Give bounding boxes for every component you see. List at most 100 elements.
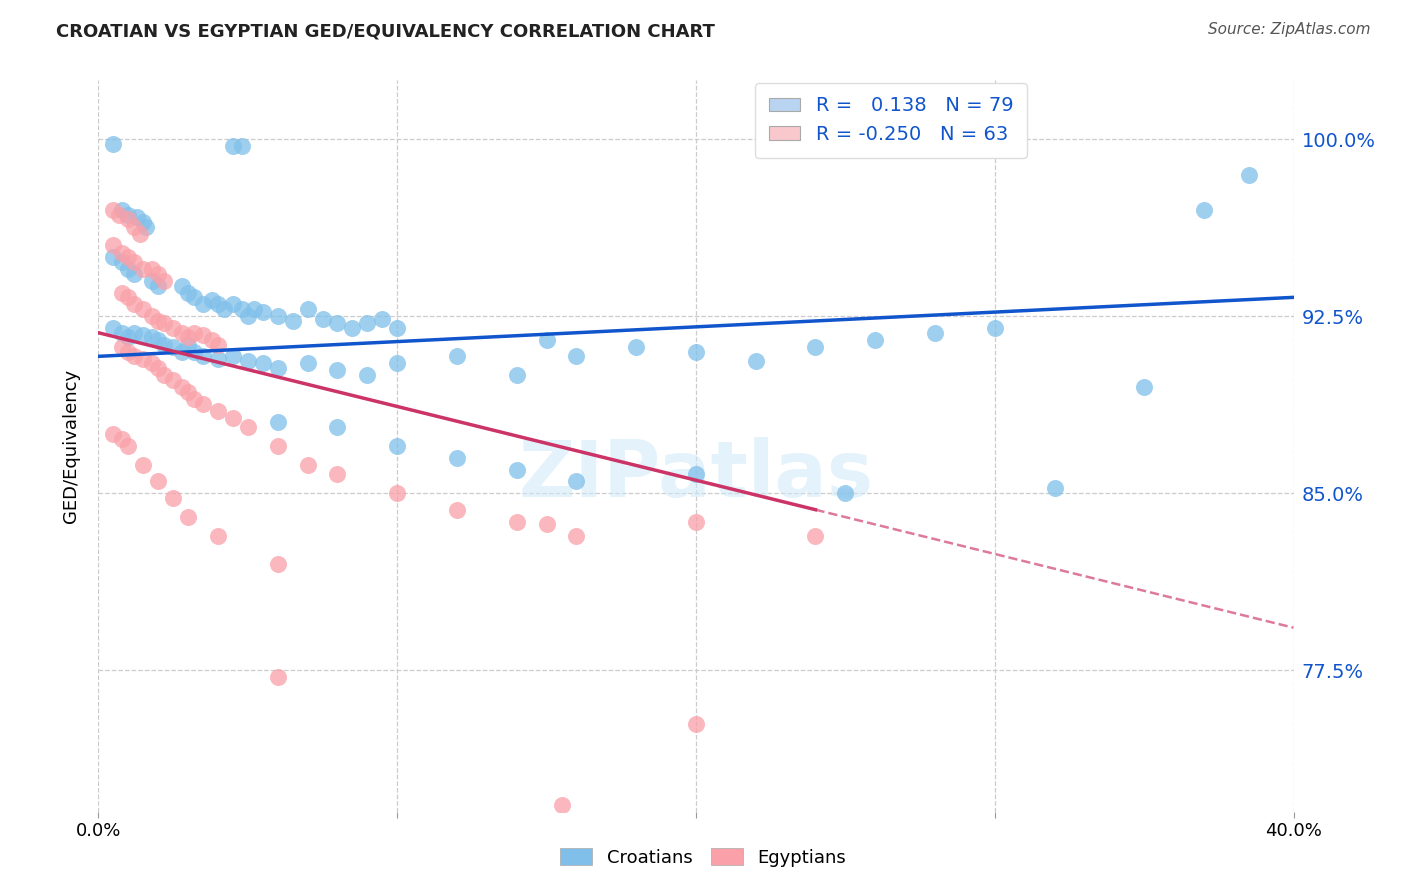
Point (207, 337, 229, 351)
Text: ZIPatlas: ZIPatlas (519, 437, 873, 513)
Point (984, 321, 1007, 335)
Point (177, 509, 200, 524)
Point (371, 311, 394, 326)
Point (162, 373, 184, 387)
Point (132, 215, 155, 229)
Point (385, 356, 409, 370)
Point (127, 210, 149, 224)
Point (177, 384, 200, 399)
Point (267, 439, 290, 453)
Point (191, 349, 214, 363)
Text: Source: ZipAtlas.com: Source: ZipAtlas.com (1208, 22, 1371, 37)
Point (172, 380, 194, 394)
Point (141, 310, 163, 324)
Point (103, 238, 125, 252)
Point (297, 458, 319, 472)
Point (172, 326, 194, 340)
Point (183, 344, 205, 359)
Point (148, 361, 170, 376)
Point (111, 432, 134, 446)
Point (685, 717, 707, 731)
Point (111, 245, 134, 260)
Point (1192, 202, 1215, 217)
Point (506, 462, 529, 476)
Point (311, 311, 333, 326)
Point (297, 302, 319, 317)
Point (536, 516, 558, 531)
Point (207, 351, 229, 366)
Point (153, 368, 176, 383)
Point (183, 392, 205, 406)
Point (132, 351, 155, 366)
Point (172, 344, 194, 359)
Point (132, 262, 155, 277)
Point (141, 356, 163, 370)
Point (446, 502, 468, 516)
Point (222, 297, 245, 311)
Point (222, 349, 245, 363)
Point (111, 285, 134, 300)
Point (326, 420, 349, 434)
Point (267, 310, 290, 324)
Point (385, 321, 409, 335)
Point (103, 427, 125, 442)
Point (207, 403, 229, 417)
Point (267, 557, 290, 571)
Point (281, 314, 304, 328)
Point (745, 354, 768, 368)
Text: CROATIAN VS EGYPTIAN GED/EQUIVALENCY CORRELATION CHART: CROATIAN VS EGYPTIAN GED/EQUIVALENCY COR… (56, 22, 716, 40)
Point (236, 420, 259, 434)
Point (1237, 168, 1260, 182)
Point (172, 278, 194, 293)
Point (231, 302, 253, 317)
Point (536, 333, 558, 347)
Point (252, 304, 274, 318)
Point (446, 349, 468, 363)
Point (222, 139, 245, 153)
Point (342, 321, 364, 335)
Point (565, 529, 588, 543)
Point (124, 297, 146, 311)
Point (124, 349, 146, 363)
Legend: R =   0.138   N = 79, R = -0.250   N = 63: R = 0.138 N = 79, R = -0.250 N = 63 (755, 83, 1026, 158)
Point (356, 368, 378, 383)
Point (153, 274, 176, 288)
Point (506, 368, 529, 383)
Point (141, 330, 163, 344)
Point (326, 363, 349, 377)
Y-axis label: GED/Equivalency: GED/Equivalency (62, 369, 80, 523)
Point (103, 202, 125, 217)
Point (207, 529, 229, 543)
Point (111, 255, 134, 269)
Point (183, 326, 205, 340)
Point (108, 208, 131, 222)
Point (212, 302, 235, 317)
Point (685, 467, 707, 482)
Point (132, 458, 155, 472)
Point (385, 486, 409, 500)
Point (191, 396, 214, 410)
Point (685, 344, 707, 359)
Point (177, 337, 200, 351)
Point (201, 293, 224, 307)
Point (103, 250, 125, 264)
Point (117, 262, 139, 277)
Point (103, 136, 125, 151)
Point (865, 333, 887, 347)
Point (117, 212, 139, 227)
Point (1043, 482, 1066, 496)
Point (804, 340, 827, 354)
Point (252, 356, 274, 370)
Point (148, 333, 170, 347)
Point (243, 302, 266, 317)
Point (124, 267, 146, 281)
Point (1133, 380, 1156, 394)
Point (117, 250, 139, 264)
Point (506, 515, 529, 529)
Point (446, 450, 468, 465)
Point (111, 340, 134, 354)
Point (201, 333, 224, 347)
Point (162, 340, 184, 354)
Point (162, 491, 184, 505)
Point (148, 267, 170, 281)
